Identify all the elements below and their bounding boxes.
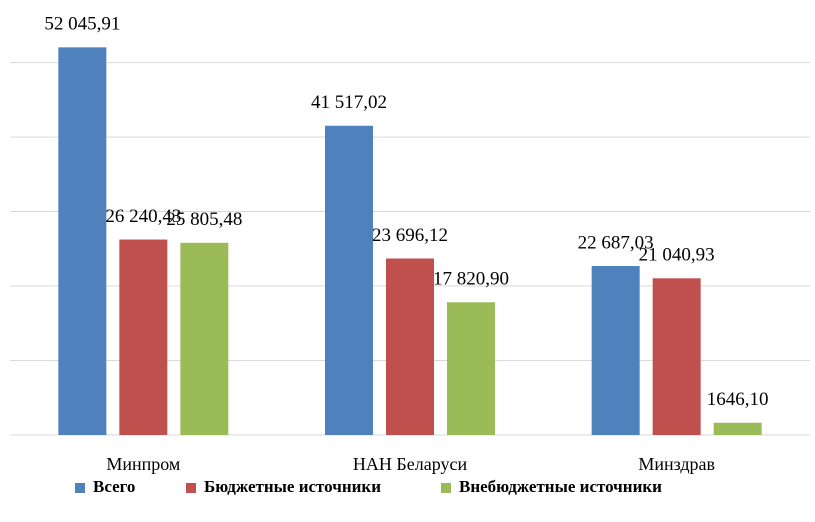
x-tick-label: Минпром xyxy=(106,454,180,474)
bar xyxy=(119,239,168,435)
bar xyxy=(325,125,373,436)
data-label: 17 820,90 xyxy=(433,269,509,290)
bar xyxy=(713,422,762,435)
data-label: 22 687,03 xyxy=(578,232,654,253)
bar xyxy=(591,266,640,435)
data-label: 41 517,02 xyxy=(311,92,387,113)
data-label: 1646,10 xyxy=(707,389,769,410)
legend-label: Бюджетные источники xyxy=(204,477,381,496)
bar xyxy=(447,302,495,435)
bar xyxy=(58,47,107,435)
bar xyxy=(386,258,434,435)
bar xyxy=(652,278,701,435)
bar xyxy=(180,242,229,435)
data-label: 23 696,12 xyxy=(372,225,448,246)
data-label: 52 045,91 xyxy=(44,14,120,35)
x-tick-label: Минздрав xyxy=(638,454,715,474)
legend-swatch xyxy=(186,483,196,493)
legend-label: Всего xyxy=(93,477,135,496)
legend-swatch xyxy=(75,483,85,493)
x-tick-label: НАН Беларуси xyxy=(353,454,468,474)
legend-swatch xyxy=(441,483,451,493)
data-label: 21 040,93 xyxy=(639,245,715,266)
legend-label: Внебюджетные источники xyxy=(459,477,662,496)
data-label: 26 240,43 xyxy=(105,206,181,227)
data-label: 25 805,48 xyxy=(166,209,242,230)
